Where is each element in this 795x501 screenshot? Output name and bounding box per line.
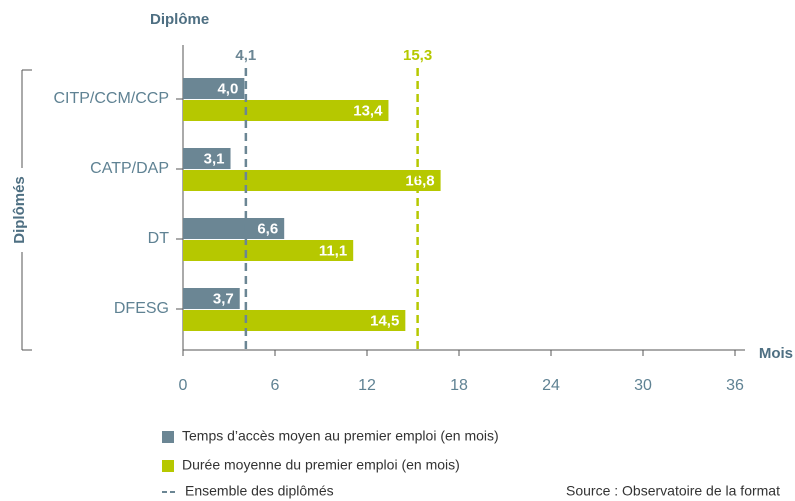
- value-label: 3,7: [213, 290, 234, 307]
- x-tick-label: 6: [271, 377, 280, 394]
- x-tick-label: 18: [450, 377, 468, 394]
- bar: [183, 148, 231, 169]
- legend-label: Temps d’accès moyen au premier emploi (e…: [182, 428, 499, 444]
- value-label: 14,5: [370, 312, 399, 329]
- chart-title: Diplôme: [150, 11, 209, 28]
- x-axis-label: Mois: [759, 345, 793, 362]
- y-tick-label: DT: [148, 230, 170, 247]
- bar: [183, 100, 389, 121]
- value-label: 13,4: [353, 102, 383, 119]
- reference-label: 15,3: [403, 47, 432, 64]
- reference-label: 4,1: [235, 47, 256, 64]
- x-tick-label: 36: [726, 377, 744, 394]
- y-tick-label: CATP/DAP: [90, 160, 169, 177]
- bar: [183, 170, 441, 191]
- y-tick-label: DFESG: [114, 300, 169, 317]
- legend-swatch: [162, 460, 174, 472]
- y-tick-label: CITP/CCM/CCP: [53, 90, 169, 107]
- bar: [183, 310, 406, 331]
- legend-label: Ensemble des diplômés: [185, 483, 334, 499]
- source: Source : Observatoire de la format: [566, 483, 780, 499]
- bar: [183, 288, 240, 309]
- legend-swatch: [162, 431, 174, 443]
- value-label: 6,6: [257, 220, 278, 237]
- bar: [183, 78, 245, 99]
- value-label: 3,1: [204, 150, 225, 167]
- x-tick-label: 0: [179, 377, 188, 394]
- x-tick-label: 12: [358, 377, 376, 394]
- value-label: 4,0: [217, 80, 238, 97]
- bar: [183, 240, 354, 261]
- value-label: 16,8: [405, 172, 434, 189]
- value-label: 11,1: [319, 242, 347, 259]
- legend-label: Durée moyenne du premier emploi (en mois…: [182, 457, 460, 473]
- y-axis-label: Diplômés: [11, 176, 28, 244]
- x-tick-label: 24: [542, 377, 560, 394]
- bar: [183, 218, 285, 239]
- x-tick-label: 30: [634, 377, 652, 394]
